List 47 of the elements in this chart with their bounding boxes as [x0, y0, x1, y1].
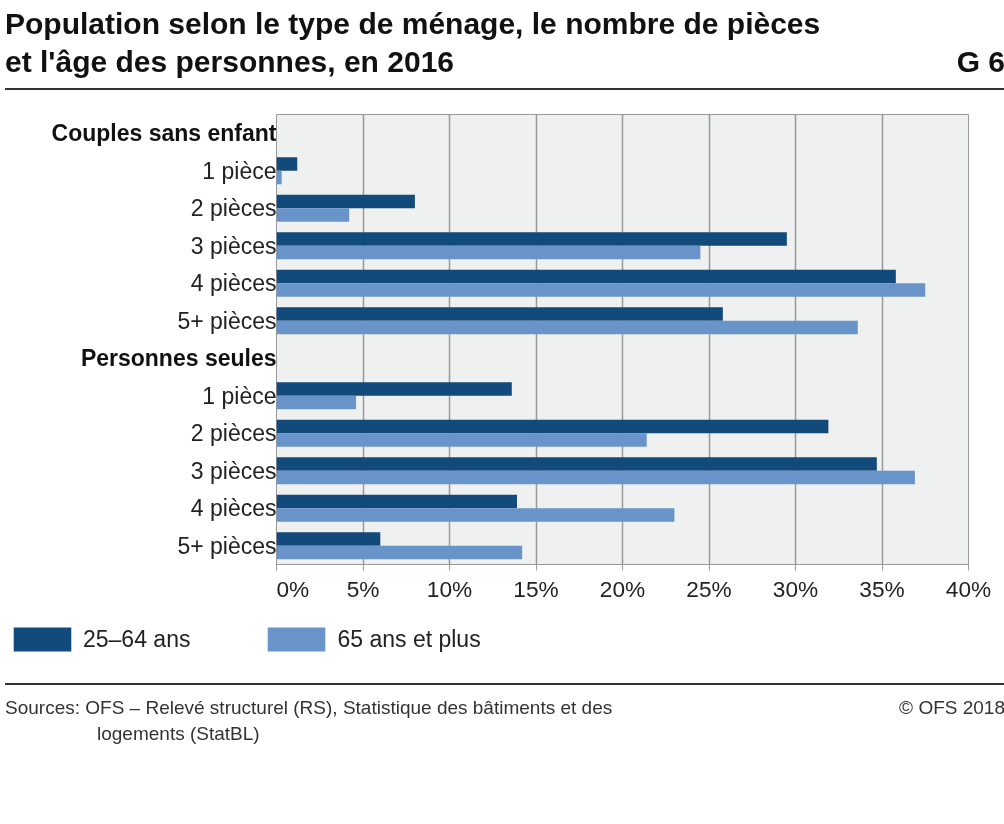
x-tick-label: 5%: [346, 575, 380, 602]
x-tick-label: 30%: [772, 575, 819, 602]
source-note: Sources: OFS – Relevé structurel (RS), Statistique des bâtiments et des logements (StatBL): [5, 696, 614, 746]
legend-label: 25–64 ans: [83, 625, 191, 653]
bar: [276, 170, 282, 185]
x-tick-label: 10%: [426, 575, 473, 602]
text: G 6: [956, 43, 1004, 80]
bar: [276, 470, 915, 485]
y-tick-label: 4 pièces: [190, 495, 277, 522]
bar: [276, 419, 829, 434]
bar: [276, 232, 787, 246]
bar: [276, 545, 523, 560]
y-tick-label: Personnes seules: [80, 345, 277, 372]
x-tick-label: 15%: [513, 575, 559, 602]
bar: [276, 457, 877, 471]
bar: [276, 245, 701, 260]
y-tick-label: 1 pièce: [202, 157, 277, 184]
chart-title: Population selon le type de ménage, le nombre de pièces et l'âge des personnes, en 2016: [5, 6, 822, 80]
bar: [276, 208, 350, 222]
bar: [276, 307, 723, 321]
y-tick-label: 2 pièces: [190, 195, 277, 222]
legend-label: 65 ans et plus: [337, 625, 481, 653]
x-tick-label: 35%: [859, 575, 905, 602]
y-tick-label: 3 pièces: [190, 457, 277, 484]
y-tick-label: 2 pièces: [190, 420, 277, 447]
bar: [276, 194, 415, 209]
bar: [276, 494, 517, 509]
bar: [276, 382, 512, 396]
y-tick-label: 5+ pièces: [177, 532, 277, 559]
x-tick-label: 20%: [599, 575, 646, 602]
bar: [276, 433, 647, 447]
x-tick-label: 25%: [686, 575, 732, 602]
x-tick-label: 0%: [276, 575, 310, 602]
y-tick-label: 4 pièces: [190, 270, 277, 297]
text: © OFS 2018: [899, 696, 1004, 720]
x-tick-label: 40%: [945, 575, 992, 602]
bar: [276, 269, 896, 284]
y-tick-label: 1 pièce: [202, 382, 277, 409]
bar: [276, 157, 298, 171]
bar: [276, 283, 926, 297]
bar: [276, 320, 858, 335]
y-tick-label: Couples sans enfant: [51, 120, 277, 147]
bar: [276, 532, 381, 546]
y-tick-label: 5+ pièces: [177, 307, 277, 334]
y-tick-label: 3 pièces: [190, 232, 277, 259]
bar: [276, 395, 357, 410]
bar: [276, 508, 675, 522]
